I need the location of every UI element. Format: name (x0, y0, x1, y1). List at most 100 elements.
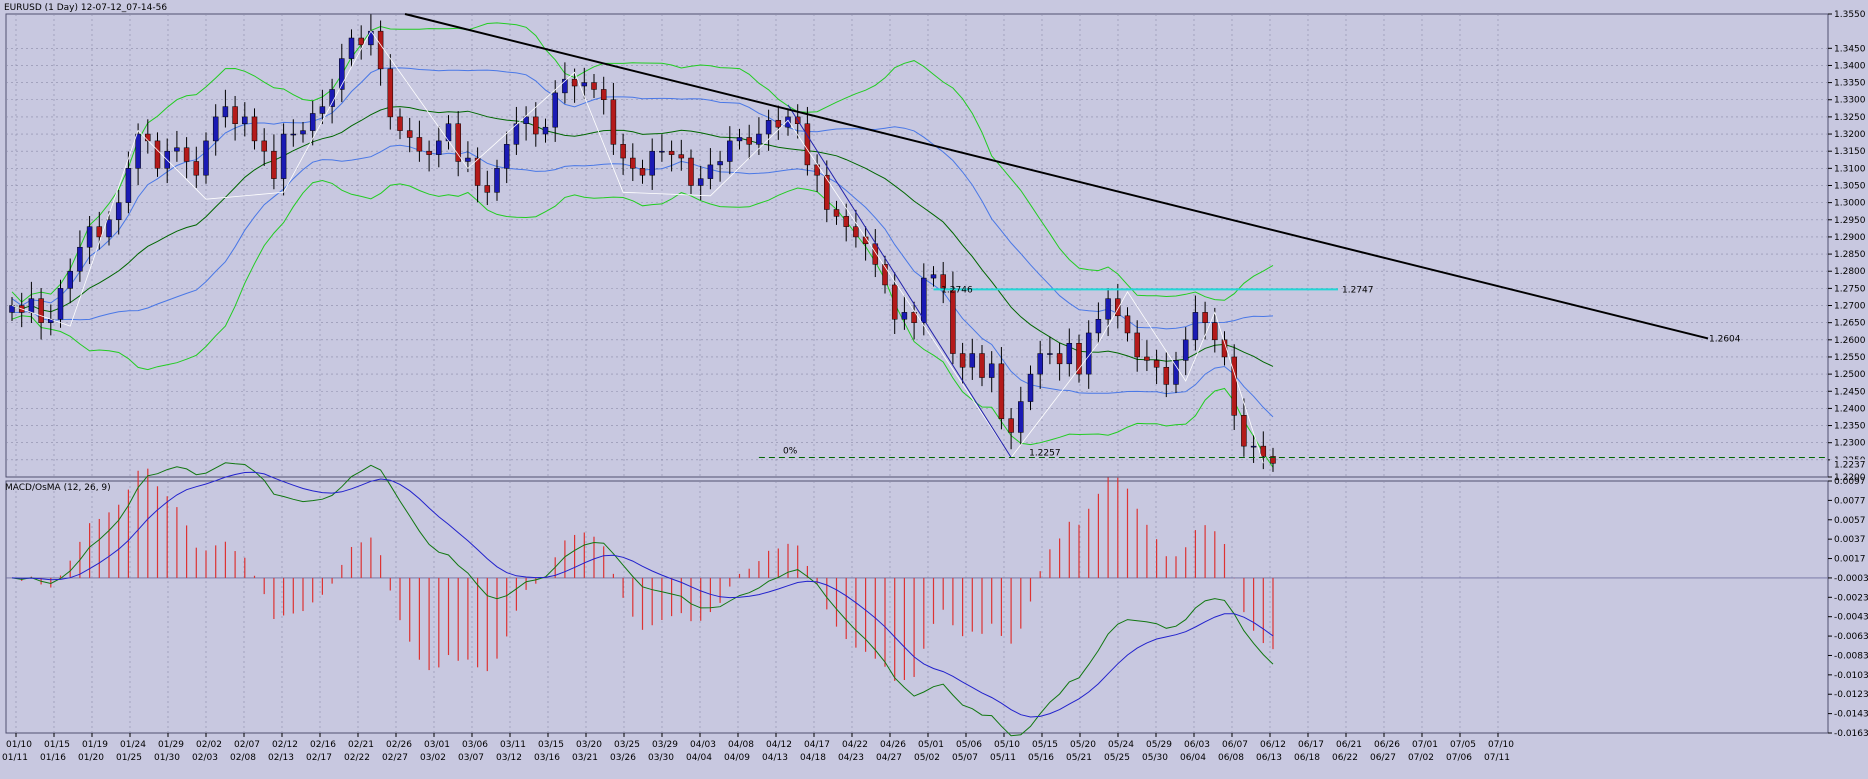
candle-body (668, 150, 675, 155)
candle-body (785, 116, 791, 128)
candle-body (988, 363, 995, 378)
x-tick-label-top: 04/26 (880, 740, 906, 750)
candle-body (804, 123, 811, 166)
x-tick-label-bottom: 06/04 (1180, 753, 1206, 763)
x-tick-label-top: 04/22 (842, 740, 868, 750)
candle-body (697, 178, 704, 186)
candle-body (649, 150, 655, 176)
candle-body (377, 30, 384, 70)
candle-body (261, 140, 267, 152)
candle-body (28, 298, 35, 313)
x-tick-label-bottom: 05/02 (914, 753, 940, 763)
y-tick-label: 1.3250 (1834, 113, 1866, 123)
x-tick-label-bottom: 04/04 (686, 753, 712, 763)
x-tick-label-bottom: 06/27 (1370, 753, 1396, 763)
x-tick-label-bottom: 03/02 (420, 753, 446, 763)
candle-body (1163, 367, 1170, 385)
candle-body (503, 144, 510, 169)
candle-body (1212, 322, 1218, 341)
x-tick-label-top: 03/29 (652, 740, 678, 750)
y-tick-label: 1.2750 (1834, 284, 1866, 294)
candle-body (290, 133, 297, 136)
bb-upper-inner (11, 67, 1274, 330)
main-panel (5, 13, 1829, 478)
y-tick-label: 1.2400 (1834, 404, 1866, 414)
candle-body (232, 106, 238, 124)
zigzag-line (11, 30, 1264, 464)
x-tick-label-bottom: 05/11 (990, 753, 1016, 763)
candle-body (533, 116, 539, 135)
candle-body (513, 123, 520, 145)
x-tick-label-bottom: 01/20 (78, 753, 104, 763)
candle-body (940, 274, 946, 289)
x-tick-label-top: 03/15 (538, 740, 564, 750)
bb-upper-outer (11, 22, 1274, 303)
x-tick-label-top: 05/01 (918, 740, 944, 750)
x-tick-label-bottom: 06/18 (1294, 753, 1320, 763)
candle-body (1250, 445, 1257, 448)
x-tick-label-bottom: 01/11 (2, 753, 28, 763)
candle-body (736, 137, 743, 142)
macd-y-tick-label: -0.0023 (1834, 593, 1868, 603)
candle-body (765, 120, 772, 135)
candle-body (1173, 360, 1179, 385)
x-tick-label-top: 02/07 (234, 740, 260, 750)
candle-body (474, 157, 481, 186)
x-tick-label-bottom: 04/09 (724, 753, 750, 763)
x-tick-label-top: 07/10 (1488, 740, 1514, 750)
candle-body (775, 120, 782, 128)
candle-body (242, 116, 248, 124)
candle-body (659, 150, 665, 153)
macd-y-tick-label: -0.0103 (1834, 671, 1868, 681)
candle-body (998, 363, 1005, 419)
y-tick-label: 1.3400 (1834, 61, 1866, 71)
y-tick-label: 1.3550 (1834, 10, 1866, 20)
candle-body (630, 157, 636, 169)
annotation-label: 1.2747 (1342, 285, 1374, 295)
candle-body (727, 140, 733, 162)
candle-body (639, 168, 646, 176)
x-tick-label-bottom: 03/21 (572, 753, 598, 763)
annotation-label: 1.2746 (941, 285, 973, 295)
x-tick-label-bottom: 03/30 (648, 753, 674, 763)
y-tick-label: 1.2950 (1834, 216, 1866, 226)
x-tick-label-bottom: 03/16 (534, 753, 560, 763)
candle-body (9, 305, 15, 313)
candle-body (901, 312, 908, 320)
candle-body (494, 168, 500, 193)
candle-body (106, 219, 112, 238)
candle-body (853, 226, 859, 238)
candle-body (1124, 315, 1131, 334)
x-tick-label-top: 01/19 (82, 740, 108, 750)
candle-body (416, 137, 423, 152)
x-tick-label-top: 06/17 (1298, 740, 1324, 750)
macd-signal-line (11, 471, 1274, 718)
x-tick-label-bottom: 05/25 (1104, 753, 1130, 763)
candle-body (1182, 339, 1189, 361)
x-tick-label-top: 02/16 (310, 740, 336, 750)
x-tick-label-bottom: 07/11 (1484, 753, 1510, 763)
candle-body (930, 274, 937, 279)
x-tick-label-bottom: 03/12 (496, 753, 522, 763)
y-tick-label: 1.3200 (1834, 130, 1866, 140)
candle-body (1076, 342, 1082, 375)
candle-body (872, 243, 879, 265)
candle-body (1027, 373, 1034, 402)
x-tick-label-bottom: 02/27 (382, 753, 408, 763)
macd-y-tick-label: -0.0163 (1834, 729, 1868, 739)
candle-body (950, 288, 956, 354)
candle-body (406, 130, 413, 138)
candle-body (86, 226, 93, 248)
candle-body (271, 150, 277, 179)
candle-body (77, 246, 83, 272)
x-tick-label-top: 04/03 (690, 740, 716, 750)
macd-y-tick-label: -0.0123 (1834, 690, 1868, 700)
x-tick-label-bottom: 01/30 (154, 753, 180, 763)
candle-body (1260, 445, 1267, 457)
x-tick-label-bottom: 07/06 (1446, 753, 1472, 763)
bb-lower-outer (11, 179, 1274, 468)
candle-body (280, 133, 287, 179)
fib-line (787, 104, 1012, 458)
candle-body (426, 150, 432, 155)
